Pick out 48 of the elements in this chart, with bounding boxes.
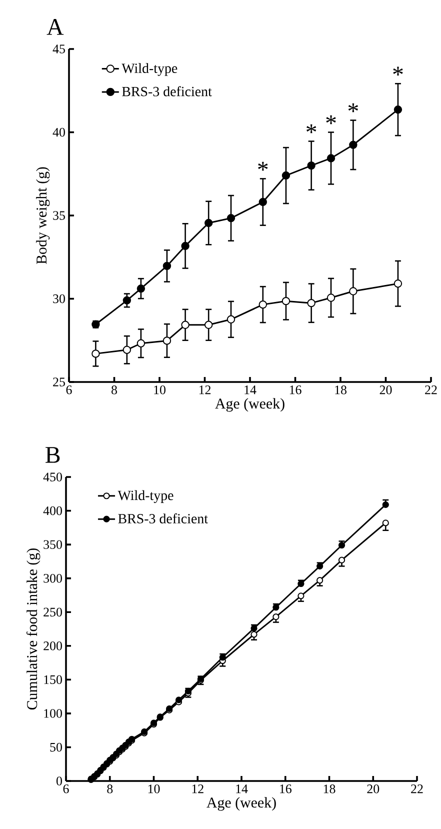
x-tick-label: 20	[367, 784, 380, 794]
y-tick-label: 350	[44, 540, 62, 549]
annotation: *	[348, 103, 358, 112]
x-tick-label: 20	[380, 386, 392, 394]
y-tick-label: 400	[43, 506, 62, 516]
x-tick-label: 12	[199, 386, 211, 394]
x-tick-label: 18	[335, 386, 346, 394]
chart-title: B	[46, 447, 60, 463]
y-axis-title: Cumulative food intake (g)	[26, 548, 40, 710]
x-tick-label: 18	[324, 784, 336, 794]
x-tick-label: 8	[112, 386, 117, 394]
x-tick-label: 8	[107, 784, 113, 794]
y-tick-label: 45	[52, 44, 65, 54]
y-tick-label: 300	[44, 574, 62, 583]
annotation: *	[326, 115, 336, 124]
legend-label: BRS-3 deficient	[122, 86, 212, 96]
y-tick-label: 150	[44, 675, 62, 684]
y-axis-title: Body weight (g)	[36, 167, 50, 264]
x-axis-title: Age (week)	[215, 398, 284, 412]
y-tick-label: 100	[44, 709, 62, 718]
x-tick-label: 10	[148, 784, 160, 794]
y-tick-label: 450	[43, 472, 62, 482]
x-tick-label: 22	[411, 784, 423, 794]
y-tick-label: 35	[53, 211, 65, 220]
x-tick-label: 14	[236, 784, 248, 794]
y-tick-label: 200	[44, 642, 62, 650]
y-tick-label: 250	[44, 608, 62, 616]
x-axis-title: Age (week)	[206, 797, 276, 811]
x-tick-label: 12	[192, 784, 204, 794]
y-tick-label: 50	[50, 742, 62, 752]
annotation: *	[258, 162, 268, 171]
x-tick-label: 6	[66, 386, 72, 394]
y-tick-label: 30	[53, 294, 65, 304]
x-tick-label: 16	[280, 784, 292, 794]
y-tick-label: 40	[52, 128, 65, 137]
x-tick-label: 22	[425, 386, 437, 394]
annotation: *	[306, 124, 316, 134]
y-tick-label: 0	[56, 776, 62, 786]
x-tick-label: 10	[154, 386, 166, 394]
y-tick-label: 25	[53, 378, 65, 386]
x-tick-label: 16	[290, 386, 302, 394]
legend-label: BRS-3 deficient	[118, 513, 208, 524]
x-tick-label: 6	[63, 784, 69, 794]
x-tick-label: 14	[244, 386, 256, 394]
chart-title: A	[46, 19, 64, 35]
annotation: *	[393, 66, 403, 76]
legend-label: Wild-type	[122, 63, 178, 76]
legend-label: Wild-type	[118, 490, 174, 503]
